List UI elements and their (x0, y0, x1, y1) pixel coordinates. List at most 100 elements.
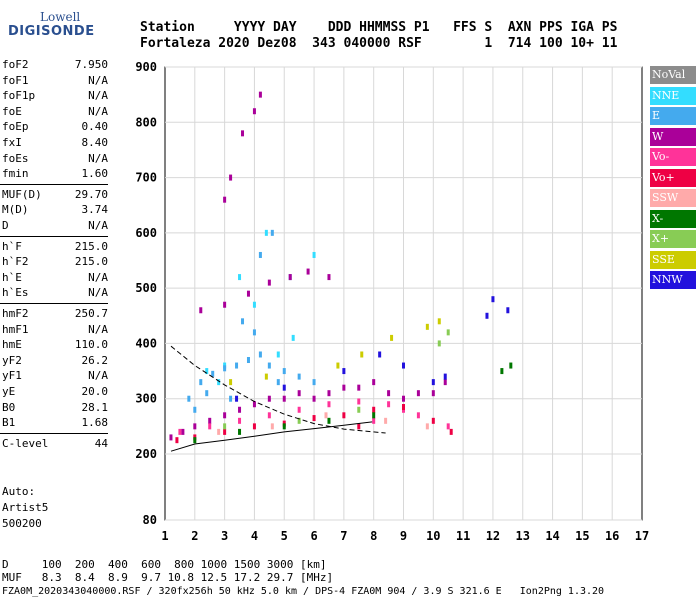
param-value: 110.0 (74, 338, 108, 352)
echo-point (282, 395, 286, 402)
param-label: M(D) (2, 203, 29, 217)
param-label: fxI (2, 136, 22, 149)
param-row: hmF2 250.7 (2, 307, 108, 321)
echo-point (327, 274, 331, 281)
param-row: h`F2 215.0 (2, 255, 108, 269)
echo-point (241, 318, 245, 325)
header-line-1: Station YYYY DAY DDD HHMMSS P1 FFS S AXN… (140, 20, 618, 35)
param-row: h`F 215.0 (2, 240, 108, 254)
echo-point (443, 379, 447, 386)
auto-label: Auto: (2, 485, 36, 498)
echo-point (431, 390, 435, 397)
param-value: N/A (88, 151, 108, 165)
echo-point (425, 423, 429, 430)
param-label: C-level (2, 436, 49, 450)
legend-item: Vo+ (650, 168, 696, 187)
echo-point (252, 401, 256, 408)
echo-point (175, 437, 179, 444)
param-label: hmF2 (2, 307, 29, 320)
logo-digisonde-text: DIGISONDE (8, 24, 95, 39)
x-tick-label: 7 (340, 529, 347, 543)
echo-point (217, 379, 221, 386)
echo-point (235, 395, 239, 402)
dashed-profile-curve (170, 345, 386, 434)
param-value: N/A (88, 219, 108, 232)
echo-point (327, 390, 331, 397)
param-row: h`Es N/A (2, 286, 108, 300)
param-row: foEp 0.40 (2, 120, 108, 134)
x-tick-label: 5 (281, 529, 288, 543)
param-label: MUF(D) (2, 187, 42, 201)
param-value: 215.0 (74, 255, 108, 269)
echo-point (288, 274, 292, 281)
param-row: foF2 7.950 (2, 58, 108, 72)
echo-point (416, 412, 420, 419)
echo-point (291, 334, 295, 341)
echo-point (246, 357, 250, 364)
echo-point (437, 340, 441, 347)
param-label: hmF1 (2, 322, 29, 336)
echo-point (372, 406, 376, 413)
y-tick-label: 900 (135, 60, 157, 74)
param-row: foF1p N/A (2, 89, 108, 103)
param-label: B0 (2, 400, 16, 414)
echo-point (238, 274, 242, 281)
param-value: N/A (88, 73, 108, 87)
param-label: h`F2 (2, 255, 29, 269)
param-row: h`E N/A (2, 271, 108, 285)
legend-item: SSW (650, 189, 696, 207)
echo-point (387, 401, 391, 408)
param-value: N/A (88, 322, 108, 336)
echo-point (238, 406, 242, 413)
echo-point (491, 296, 495, 303)
lowell-digisonde-logo: Lowell DIGISONDE (8, 10, 128, 40)
header-line-2: Fortaleza 2020 Dez08 343 040000 RSF 1 71… (140, 36, 618, 51)
echo-point (446, 423, 450, 430)
ionogram-chart: 1 2 3 4 5 6 7 8 9 10 11 12 13 14 15 16 17802003004005006… (135, 60, 649, 543)
param-label: h`F (2, 239, 22, 253)
echo-point (425, 323, 429, 330)
echo-point (246, 290, 250, 297)
param-row: foE N/A (2, 105, 108, 119)
param-label: foF2 (2, 58, 29, 71)
echo-point (267, 395, 271, 402)
echo-point (327, 417, 331, 424)
echo-point (431, 379, 435, 386)
file-info-line: FZA0M_2020343040000.RSF / 320fx256h 50 k… (2, 586, 605, 597)
x-tick-label: 16 (605, 529, 619, 543)
legend-item: E (650, 107, 696, 125)
echo-point (342, 384, 346, 391)
echo-point (509, 362, 513, 369)
echo-point (252, 329, 256, 336)
param-label: foF1p (2, 89, 36, 103)
electron-density-profile (170, 421, 373, 452)
param-row: yE 20.0 (2, 385, 108, 399)
param-value: N/A (88, 89, 108, 103)
echo-point (431, 417, 435, 424)
echo-point (402, 404, 405, 411)
y-tick-label: 700 (135, 171, 157, 185)
echo-point (312, 395, 316, 402)
param-value: 215.0 (74, 239, 108, 253)
echo-point (169, 434, 173, 441)
echo-point (276, 351, 280, 358)
x-tick-label: 10 (426, 529, 440, 543)
y-tick-label: 400 (135, 336, 157, 350)
echo-point (360, 351, 364, 358)
param-label: foF1 (2, 73, 29, 87)
echo-point (217, 428, 221, 435)
x-tick-label: 9 (400, 529, 407, 543)
auto-version: 500200 (2, 517, 42, 530)
x-tick-label: 4 (251, 529, 258, 543)
echo-point (402, 395, 405, 402)
echo-point (193, 406, 197, 413)
echo-point (238, 417, 242, 424)
param-value: 250.7 (74, 307, 108, 320)
echo-point (199, 379, 203, 386)
param-value: N/A (88, 104, 108, 118)
echo-point (282, 368, 286, 375)
echo-point (238, 428, 242, 435)
param-value: N/A (88, 369, 108, 383)
param-separator (0, 235, 108, 237)
param-label: hmE (2, 338, 22, 352)
